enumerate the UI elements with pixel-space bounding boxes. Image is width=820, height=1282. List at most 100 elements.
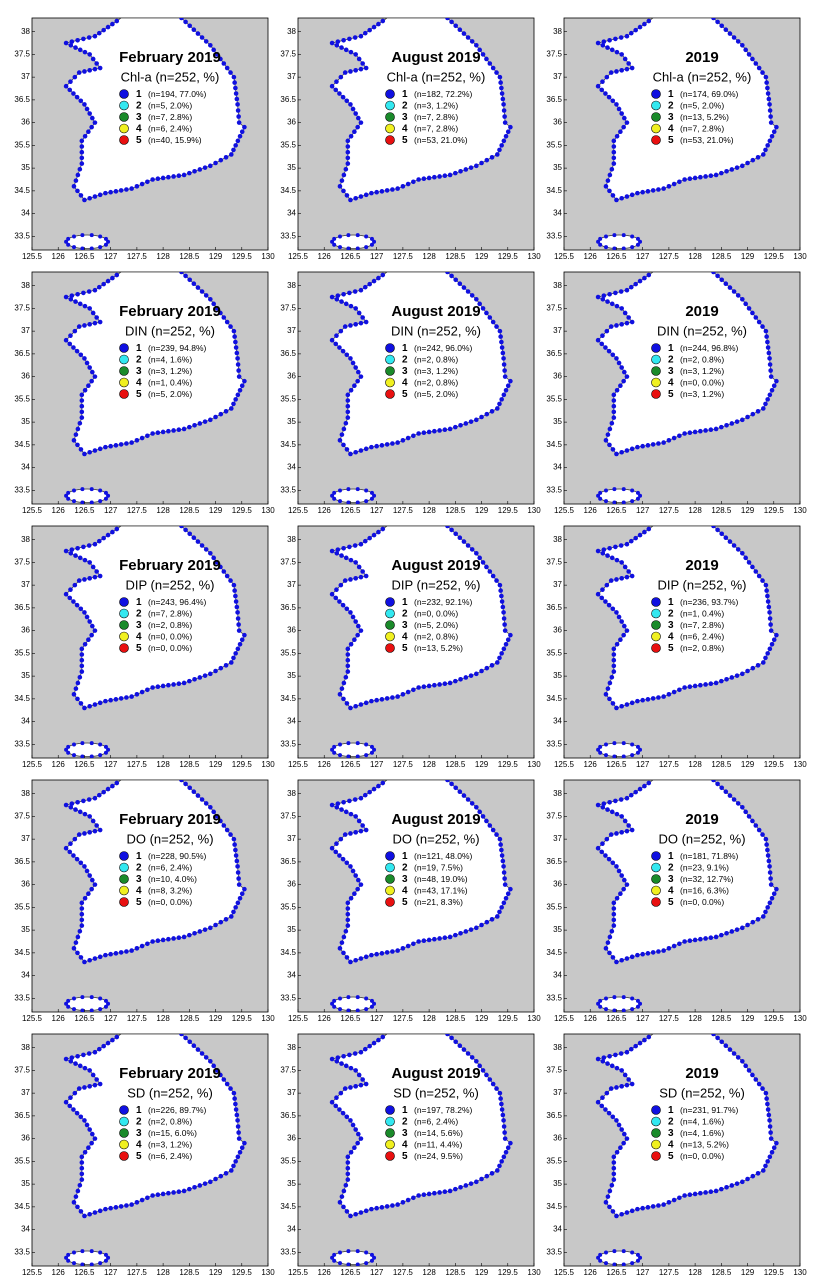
station xyxy=(145,179,150,185)
station xyxy=(630,234,635,239)
station xyxy=(181,172,187,178)
station xyxy=(89,754,94,758)
legend-class: 2 xyxy=(402,101,408,112)
station xyxy=(339,299,344,304)
station xyxy=(79,917,85,923)
station xyxy=(379,951,385,956)
map-content xyxy=(595,526,779,758)
station xyxy=(337,853,342,858)
legend-swatch xyxy=(385,389,395,399)
variable-label: DIP (n=252, %) xyxy=(125,577,214,592)
station xyxy=(335,547,341,552)
station xyxy=(345,138,351,144)
legend-count: (n=48, 19.0%) xyxy=(414,874,468,884)
station xyxy=(223,155,229,160)
station xyxy=(348,303,354,309)
legend-class: 1 xyxy=(402,597,408,608)
station xyxy=(494,70,499,75)
legend-class: 2 xyxy=(668,1117,674,1128)
station xyxy=(729,929,735,934)
station xyxy=(622,877,627,883)
station xyxy=(360,61,365,66)
y-tick-label: 34 xyxy=(21,971,30,980)
station xyxy=(203,1055,209,1060)
station xyxy=(82,197,87,203)
station xyxy=(334,1058,340,1064)
legend-class: 3 xyxy=(136,1128,142,1139)
station xyxy=(603,996,608,1001)
station xyxy=(376,275,381,281)
station xyxy=(343,301,349,307)
station xyxy=(233,397,238,402)
station xyxy=(344,1114,350,1120)
station xyxy=(233,345,239,350)
station xyxy=(79,906,85,911)
station xyxy=(635,1004,640,1009)
legend-count: (n=43, 17.1%) xyxy=(414,885,468,895)
legend-swatch xyxy=(385,851,395,861)
station xyxy=(235,1118,240,1123)
legend-swatch xyxy=(651,597,661,607)
station xyxy=(600,79,605,84)
station xyxy=(181,680,187,686)
station xyxy=(335,1055,341,1060)
legend-swatch xyxy=(385,874,395,884)
map-content xyxy=(329,780,513,1012)
station xyxy=(337,245,342,250)
legend-swatch xyxy=(119,112,129,122)
station xyxy=(86,797,92,802)
legend-swatch xyxy=(119,885,129,896)
legend-swatch xyxy=(119,874,129,884)
station xyxy=(461,1047,467,1052)
station xyxy=(635,236,640,241)
station xyxy=(82,577,87,582)
station xyxy=(352,543,358,548)
station xyxy=(395,694,400,699)
station xyxy=(358,448,364,453)
station xyxy=(150,431,155,436)
station xyxy=(181,1188,187,1194)
station xyxy=(600,587,605,592)
legend-count: (n=231, 91.7%) xyxy=(680,1105,739,1115)
station xyxy=(610,447,616,452)
station xyxy=(715,527,720,533)
station xyxy=(79,646,85,652)
station xyxy=(352,129,357,135)
station xyxy=(755,663,761,668)
station xyxy=(71,488,76,493)
legend-class: 3 xyxy=(668,620,674,631)
x-tick-label: 125.5 xyxy=(288,1014,309,1023)
legend-swatch xyxy=(651,851,661,861)
station xyxy=(89,1008,94,1012)
station xyxy=(766,1112,772,1118)
station xyxy=(453,785,459,791)
legend-class: 1 xyxy=(402,89,408,100)
station xyxy=(614,69,619,74)
station xyxy=(75,1188,81,1194)
station xyxy=(79,392,85,398)
x-tick-label: 129 xyxy=(475,1014,489,1023)
station xyxy=(646,780,652,786)
station xyxy=(621,233,626,238)
station xyxy=(756,827,762,833)
station xyxy=(337,499,342,504)
station xyxy=(106,1001,111,1006)
station xyxy=(236,622,241,627)
y-tick-label: 34.5 xyxy=(546,694,562,703)
y-tick-label: 33.5 xyxy=(280,1247,296,1256)
station xyxy=(607,426,613,432)
station xyxy=(341,291,346,297)
station xyxy=(199,543,205,548)
station xyxy=(134,438,140,443)
station xyxy=(508,378,513,384)
legend-class: 4 xyxy=(402,632,408,643)
station xyxy=(333,87,339,93)
station xyxy=(502,882,508,887)
station xyxy=(719,678,724,684)
station xyxy=(671,1197,677,1203)
station xyxy=(114,1034,120,1040)
station xyxy=(223,1171,229,1176)
legend-swatch xyxy=(119,123,129,134)
x-tick-label: 125.5 xyxy=(288,760,309,769)
x-tick-label: 125.5 xyxy=(22,1014,43,1023)
